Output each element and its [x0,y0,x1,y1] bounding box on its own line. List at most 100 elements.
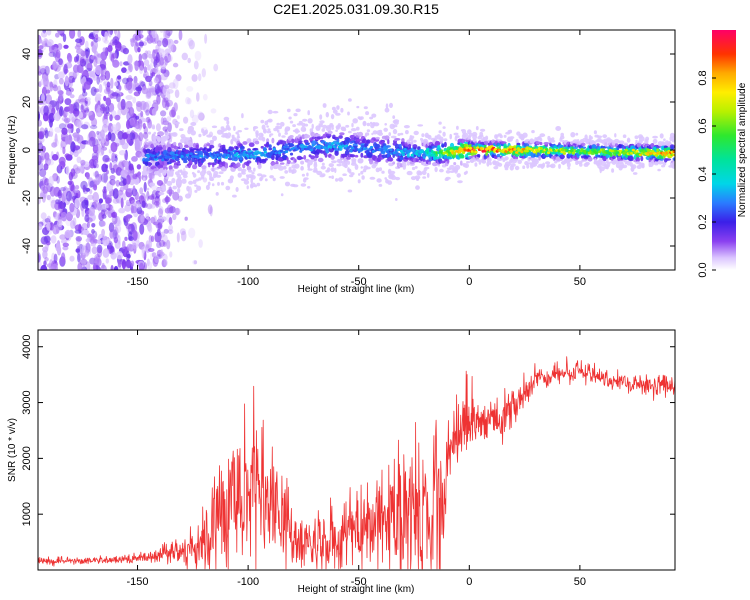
spectrogram-noise-cell [134,123,141,130]
spectrogram-noise-cell [192,259,198,265]
spectrogram-noise-cell [140,210,145,216]
spectrogram-band-cell [356,105,360,109]
spectrogram-band-cell [307,186,311,189]
spectrogram-noise-cell [166,189,174,195]
spectrogram-noise-cell [104,31,108,41]
spectrogram-band-cell [381,170,385,174]
spectrogram-noise-cell [79,98,86,103]
spectrogram-band-cell [147,131,152,135]
spectrogram-noise-cell [38,106,42,115]
colorbar-gradient [712,30,736,270]
spectrogram-noise-cell [137,84,142,94]
spectrogram-noise-cell [164,196,171,203]
spectrogram-noise-cell [163,228,169,234]
spectrogram-band-cell [153,168,159,172]
spectrogram-band-cell [220,126,225,130]
spectrogram-band-cell [441,144,445,148]
spectrogram-band-cell [414,166,418,169]
spectrogram-ridge-cell [515,151,519,154]
spectrogram-noise-cell [135,42,141,47]
spectrogram-noise-cell [95,65,102,76]
spectrogram-noise-cell [83,51,91,62]
spectrogram-noise-cell [202,93,208,101]
spectrogram-noise-cell [80,104,84,112]
spectrogram-noise-cell [191,114,199,124]
spectrogram-ridge-cell [224,156,228,159]
spectrogram-noise-cell [65,91,72,96]
spectrogram-noise-cell [112,198,120,204]
spectrogram-band-cell [672,157,675,161]
spectrogram-ridge-cell [504,150,508,153]
spectrogram-band-cell [233,125,236,131]
spectrogram-ridge-cell [654,154,659,157]
spectrogram-ridge-cell [463,148,467,152]
spectrogram-noise-cell [95,173,102,182]
spectrogram-noise-cell [201,68,206,78]
spectrogram-band-cell [626,138,631,143]
spectrogram-noise-cell [151,108,157,116]
spectrogram-heat-layer [38,30,675,270]
spectrogram-noise-cell [69,94,75,99]
spectrogram-ridge-cell [304,145,308,149]
spectrogram-noise-cell [102,154,110,163]
spectrogram-band-cell [403,125,410,129]
spectrogram-band-cell [264,178,268,182]
spectrogram-noise-cell [63,44,69,49]
spectrogram-noise-cell [188,227,196,239]
spectrogram-noise-cell [134,42,139,53]
spectrogram-noise-cell [93,264,97,270]
spectrogram-band-cell [584,161,590,166]
spectrogram-noise-cell [65,190,72,202]
spectrogram-band-cell [672,153,675,157]
spectrogram-noise-cell [44,178,50,186]
spectrogram-noise-cell [110,77,114,89]
spectrogram-noise-cell [139,100,147,111]
spectrogram-noise-cell [187,98,192,105]
spectrogram-noise-cell [167,56,172,62]
spectrogram-band-cell [327,135,331,139]
spectrogram-noise-cell [127,54,133,65]
spectrogram-noise-cell [191,74,198,82]
spectrogram-band-cell [287,126,291,131]
spectrogram-ridge-cell [520,150,524,154]
spectrogram-band-cell [338,135,343,139]
spectrogram-noise-cell [38,196,42,205]
spectrogram-band-cell [235,187,239,192]
spectrogram-noise-cell [88,136,96,147]
spectrogram-band-cell [253,167,256,172]
spectrogram-band-cell [266,125,269,128]
spectrogram-noise-cell [143,181,147,193]
spectrogram-noise-cell [97,53,103,58]
spectrogram-noise-cell [150,193,155,201]
spectrogram-band-cell [225,185,231,191]
spectrogram-noise-cell [100,74,107,81]
spectrogram-noise-cell [98,83,103,93]
spectrogram-band-cell [415,185,420,190]
spectrogram-band-cell [513,158,519,162]
spectrogram-band-cell [196,185,202,191]
spectrogram-ridge-cell [513,148,517,151]
spectrogram-band-cell [331,126,334,130]
spectrogram-noise-cell [114,81,118,87]
spectrogram-band-cell [246,165,252,171]
spectrogram-band-cell [255,130,259,136]
spectrogram-ridge-cell [258,151,262,155]
spectrogram-noise-cell [138,41,144,47]
spectrogram-band-cell [300,160,305,165]
spectrogram-noise-cell [100,51,108,61]
spectrogram-noise-cell [76,53,80,62]
spectrogram-noise-cell [151,199,156,205]
spectrogram-band-cell [465,170,468,174]
spectrogram-noise-cell [131,156,138,162]
spectrogram-noise-cell [125,199,130,206]
spectrogram-ridge-cell [623,151,627,155]
spectrogram-noise-cell [97,149,105,156]
spectrogram-band-cell [152,126,155,130]
spectrogram-noise-cell [38,253,41,263]
spectrogram-noise-cell [48,176,54,187]
spectrogram-band-cell [142,177,146,182]
spectrogram-band-cell [455,135,460,139]
spectrogram-band-cell [609,152,613,157]
spectrogram-noise-cell [55,212,59,222]
spectrogram-band-cell [192,173,197,178]
